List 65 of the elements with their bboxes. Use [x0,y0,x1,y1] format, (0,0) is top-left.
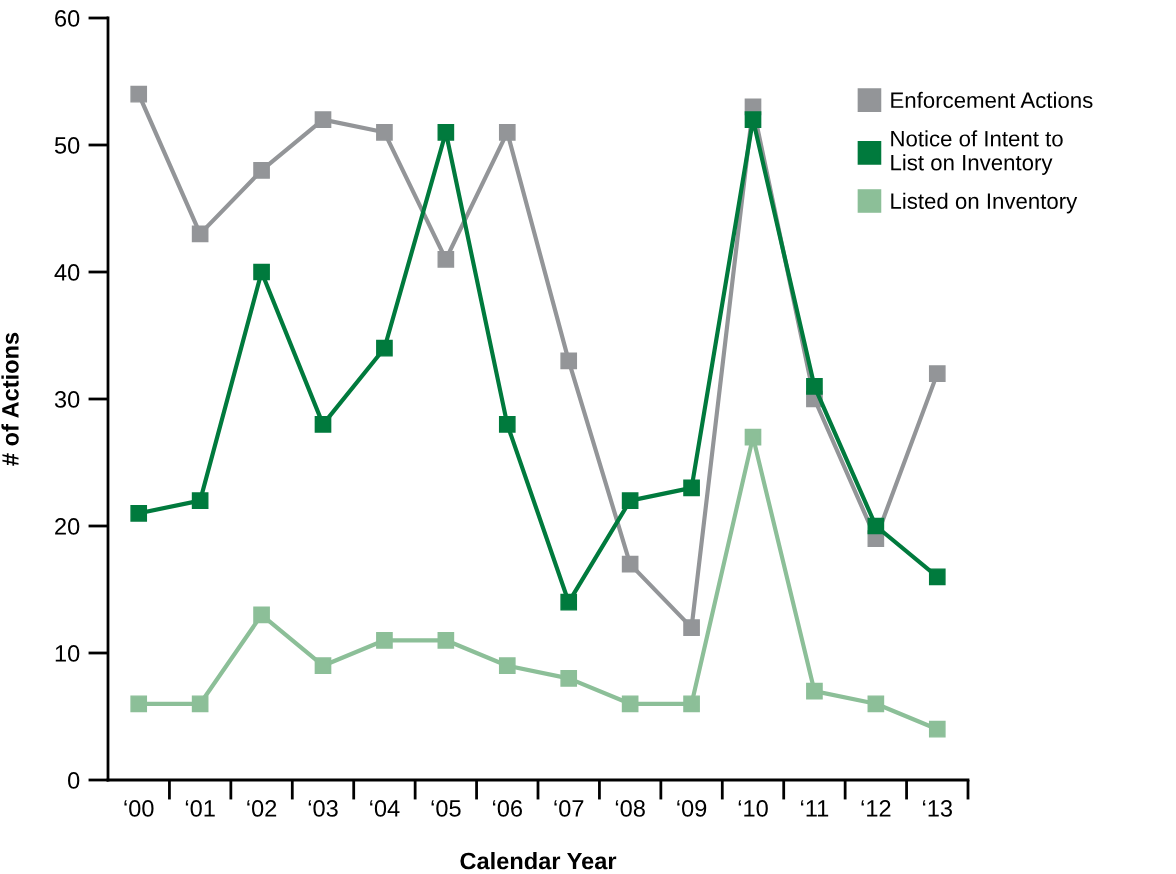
x-tick-label: ‘12 [861,800,891,817]
y-axis-title: # of Actions [1,332,19,466]
point [253,606,270,624]
x-tick-label: ‘11 [801,800,829,817]
point [498,123,516,141]
y-tick-label: 0 [68,772,80,789]
x-tick-label: ‘01 [185,800,215,817]
point [314,657,332,675]
point [928,365,946,382]
point [130,85,148,103]
point [376,631,393,649]
x-tick-label: ‘02 [247,800,277,817]
point [867,517,885,535]
point [928,568,946,586]
point [437,250,455,268]
point [376,123,393,141]
point [560,593,578,611]
x-tick-label: ‘03 [308,800,338,817]
point [191,492,209,509]
y-tick-label: 60 [55,10,80,27]
y-tick-label: 10 [55,645,80,662]
point [621,695,639,713]
point [314,416,332,433]
y-tick-label: 20 [55,518,80,535]
point [314,111,332,128]
y-tick-label: 50 [54,137,80,154]
point [191,225,209,243]
point [806,682,823,700]
point [437,631,455,649]
point [683,695,700,713]
x-tick-label: ‘13 [923,800,952,817]
x-tick-label: ‘06 [493,800,522,817]
x-axis-title: Calendar Year [460,852,617,870]
point [867,695,885,713]
legend-label: Notice of Intent to List on Inventory [891,130,1063,175]
point [560,352,578,370]
point [560,670,578,687]
point [130,695,148,713]
point [130,504,148,522]
x-tick-label: ‘08 [615,800,645,817]
point [928,720,946,738]
point [253,263,270,281]
point [437,123,455,141]
x-tick-label: ‘10 [738,800,768,817]
point [744,428,762,446]
point [744,111,762,128]
x-tick-label: ‘04 [370,800,400,817]
x-tick-label: ‘00 [124,800,154,817]
point [253,162,270,179]
point [621,555,639,573]
legend-label: Enforcement Actions [891,91,1093,109]
x-tick-label: ‘09 [677,800,707,817]
point [683,479,700,497]
y-tick-label: 30 [54,391,80,408]
point [376,339,393,357]
point [498,657,516,675]
x-tick-label: ‘07 [554,800,584,817]
point [806,377,823,395]
point [498,416,516,433]
legend-label: Listed on Inventory [891,192,1078,214]
y-tick-label: 40 [54,264,80,281]
point [683,619,700,636]
point [191,695,209,713]
x-tick-label: ‘05 [431,800,461,817]
point [621,492,639,509]
